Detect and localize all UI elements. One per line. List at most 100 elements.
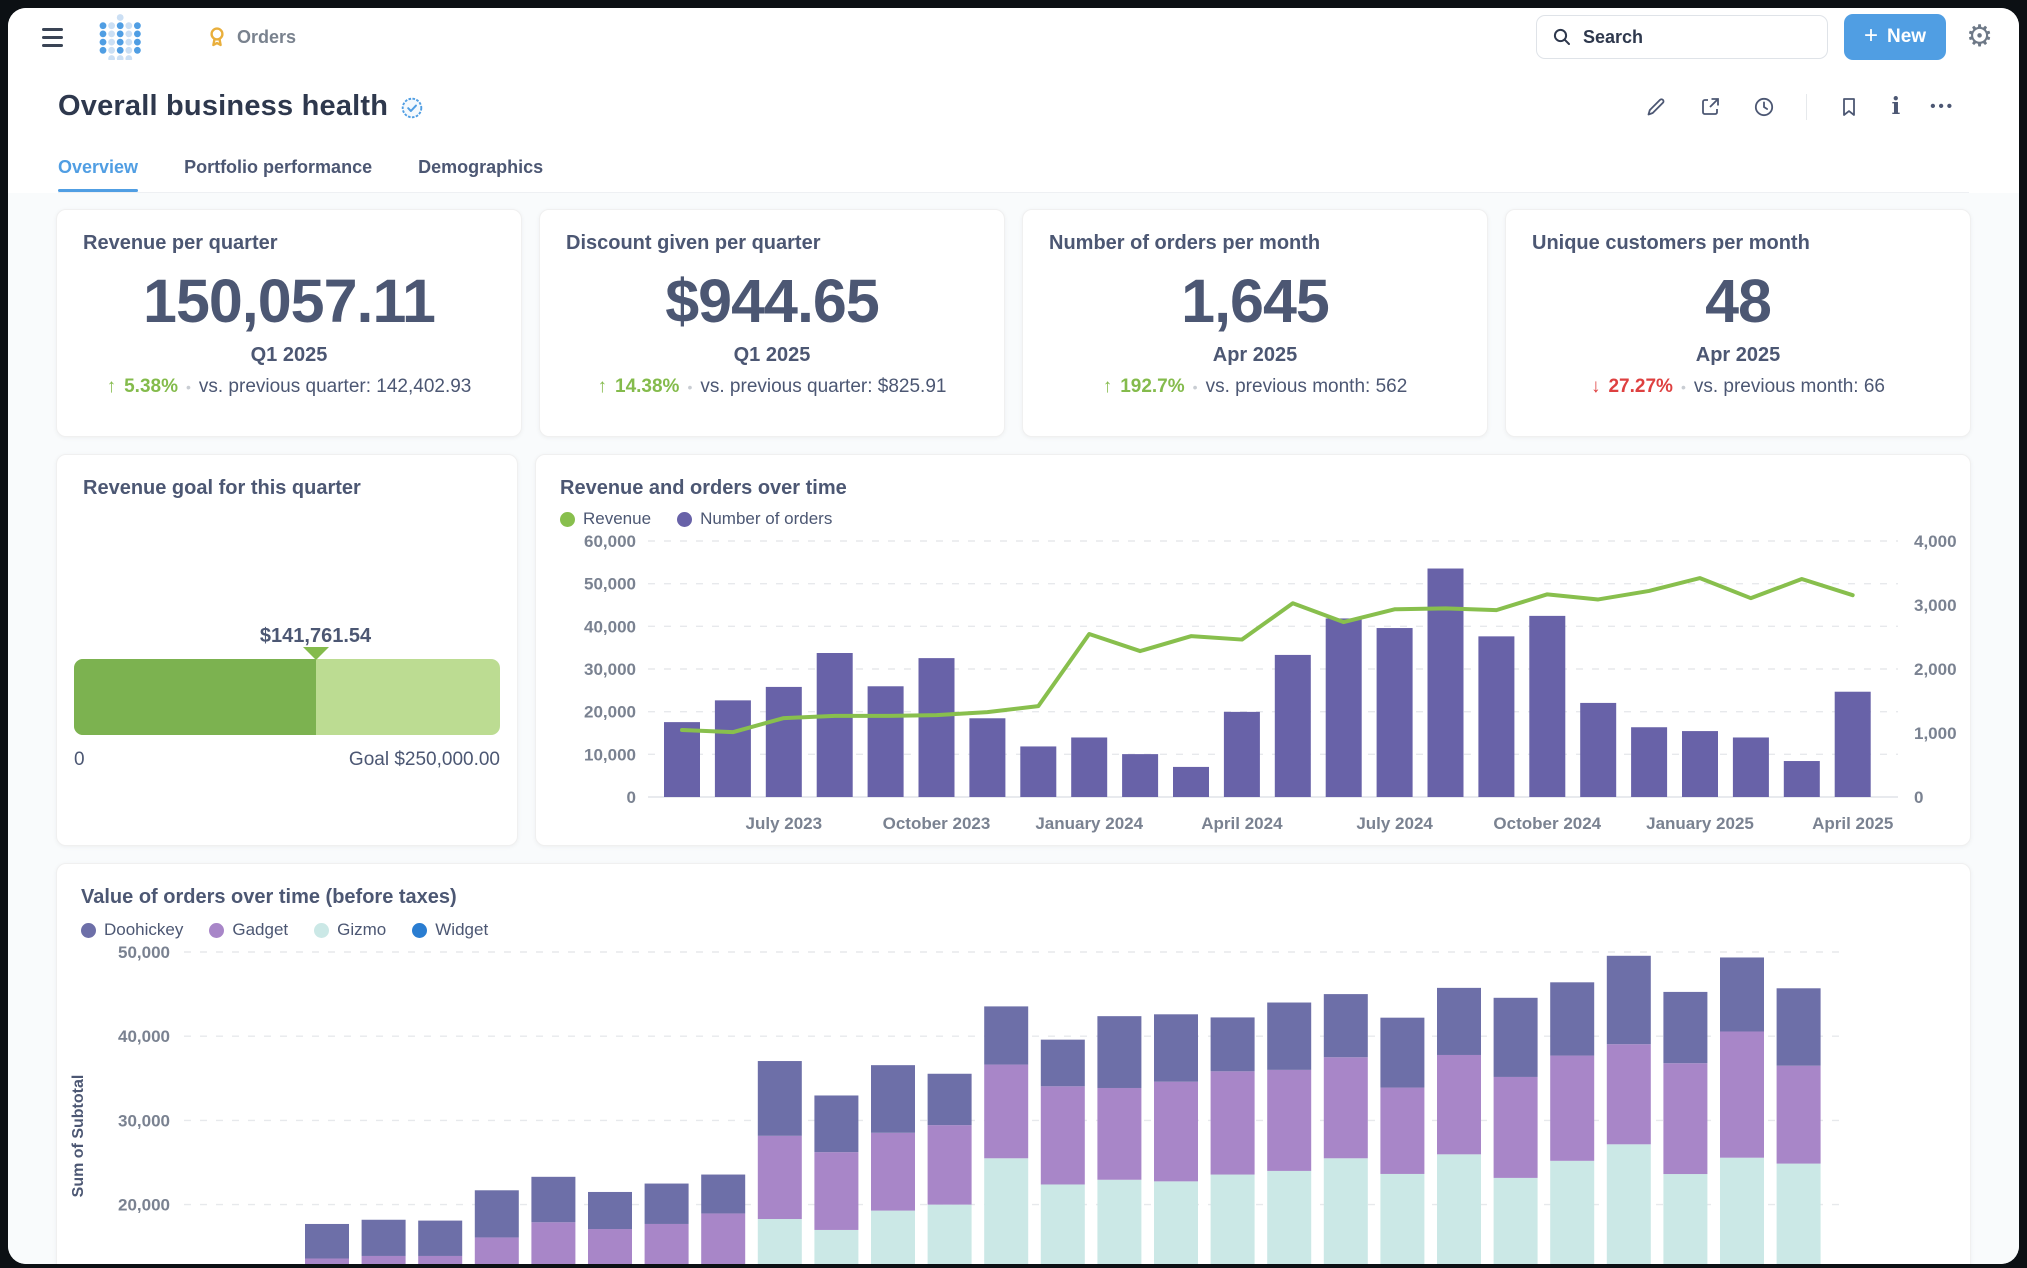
svg-text:60,000: 60,000: [584, 532, 636, 551]
legend-item-widget[interactable]: Widget: [412, 920, 488, 940]
kpi-value: $944.65: [665, 267, 880, 335]
svg-text:Sum of Subtotal: Sum of Subtotal: [70, 1075, 87, 1198]
svg-text:January 2024: January 2024: [1035, 814, 1143, 833]
dot-separator: •: [687, 379, 693, 395]
top-nav: Orders Search + New ⚙: [8, 8, 2019, 66]
series-legend-dot: [81, 922, 96, 938]
legend-item-revenue[interactable]: Revenue: [560, 509, 651, 529]
delta-percent: 192.7%: [1120, 376, 1185, 397]
share-icon[interactable]: [1698, 95, 1722, 119]
svg-text:October 2023: October 2023: [883, 814, 991, 833]
kpi-period: Q1 2025: [733, 344, 811, 366]
dot-separator: •: [185, 379, 191, 395]
kpi-title: Number of orders per month: [1049, 232, 1321, 254]
legend-item-number-of-orders[interactable]: Number of orders: [677, 509, 832, 529]
kpi-title: Revenue per quarter: [83, 232, 278, 254]
edit-pencil-icon[interactable]: [1644, 95, 1668, 119]
revenue-legend-dot: [560, 511, 575, 527]
delta-arrow-icon: ↑: [597, 376, 608, 397]
svg-text:30,000: 30,000: [118, 1111, 170, 1130]
verified-badge-icon: [401, 97, 423, 119]
new-button-label: New: [1887, 26, 1927, 47]
legend-label: Number of orders: [700, 509, 833, 528]
legend-label: Widget: [435, 920, 489, 939]
more-options-icon[interactable]: •••: [1930, 98, 1955, 115]
order-value-stacked-chart[interactable]: 20,000 30,000 40,000 50,000 Sum of Subtotal: [57, 936, 1971, 1264]
kpi-value: 150,057.11: [143, 267, 436, 335]
svg-text:0: 0: [627, 788, 636, 807]
goal-target-label: Goal $250,000.00: [348, 749, 500, 770]
goal-pointer-icon: [302, 647, 329, 660]
dot-separator: •: [1192, 379, 1198, 395]
metabase-logo[interactable]: [98, 14, 144, 60]
gear-icon[interactable]: ⚙: [1966, 20, 1993, 53]
dashboard-tabs: Overview Portfolio performance Demograph…: [58, 157, 1969, 193]
svg-text:2,000: 2,000: [1914, 660, 1957, 679]
legend-label: Gadget: [232, 920, 289, 939]
orders-legend-dot: [677, 511, 693, 527]
kpi-card-unique-customers-per-month[interactable]: Unique customers per month 48 Apr 2025 ↓…: [1505, 209, 1971, 437]
order-value-chart-card[interactable]: Value of orders over time (before taxes)…: [56, 863, 1971, 1264]
svg-text:April 2024: April 2024: [1201, 814, 1283, 833]
svg-text:July 2024: July 2024: [1356, 814, 1433, 833]
history-clock-icon[interactable]: [1752, 95, 1776, 119]
search-input[interactable]: Search: [1536, 15, 1828, 59]
goal-chart-title: Revenue goal for this quarter: [83, 477, 361, 499]
delta-arrow-icon: ↓: [1590, 376, 1601, 397]
kpi-period: Apr 2025: [1695, 344, 1781, 366]
bookmark-icon[interactable]: [1837, 95, 1861, 119]
hamburger-menu-icon[interactable]: [42, 20, 76, 54]
divider: [1806, 93, 1808, 120]
delta-percent: 5.38%: [124, 376, 178, 397]
delta-comparison: vs. previous month: 66: [1693, 376, 1885, 397]
goal-min-label: 0: [74, 749, 85, 770]
revenue-goal-card[interactable]: Revenue goal for this quarter $141,761.5…: [56, 454, 518, 846]
revenue-orders-combo-chart[interactable]: 0 10,000 20,000 30,000 40,000 50,000 60,000 0 1,…: [536, 531, 1971, 843]
legend-item-doohickey[interactable]: Doohickey: [81, 920, 183, 940]
legend-item-gizmo[interactable]: Gizmo: [314, 920, 386, 940]
delta-arrow-icon: ↑: [106, 376, 117, 397]
svg-text:January 2025: January 2025: [1646, 814, 1754, 833]
dot-separator: •: [1680, 379, 1686, 395]
kpi-value: 1,645: [1181, 267, 1330, 335]
breadcrumb[interactable]: Orders: [206, 25, 296, 49]
legend-label: Revenue: [583, 509, 652, 528]
kpi-title: Discount given per quarter: [566, 232, 821, 254]
kpi-card-discount-per-quarter[interactable]: Discount given per quarter $944.65 Q1 20…: [539, 209, 1005, 437]
series-legend-dot: [412, 922, 428, 938]
tab-portfolio-performance[interactable]: Portfolio performance: [184, 157, 373, 177]
kpi-period: Apr 2025: [1212, 344, 1298, 366]
revenue-orders-chart-card[interactable]: Revenue and orders over time Revenue Num…: [535, 454, 1971, 846]
kpi-card-revenue-per-quarter[interactable]: Revenue per quarter 150,057.11 Q1 2025 ↑…: [56, 209, 522, 437]
tab-demographics[interactable]: Demographics: [418, 157, 544, 177]
delta-arrow-icon: ↑: [1102, 376, 1113, 397]
app-window: Orders Search + New ⚙ Overall business h…: [8, 8, 2019, 1264]
legend-item-gadget[interactable]: Gadget: [209, 920, 288, 940]
kpi-period: Q1 2025: [250, 344, 328, 366]
series-legend-dot: [209, 922, 225, 938]
combo-legend: Revenue Number of orders: [560, 509, 832, 529]
stacked-legend: Doohickey Gadget Gizmo Widget: [81, 920, 488, 940]
delta-comparison: vs. previous quarter: 142,402.93: [198, 376, 472, 397]
plus-icon: +: [1864, 22, 1879, 49]
goal-progress-fill: [74, 659, 316, 735]
goal-progress-bar: [74, 659, 500, 735]
svg-text:10,000: 10,000: [584, 745, 636, 764]
delta-comparison: vs. previous quarter: $825.91: [700, 376, 947, 397]
info-icon[interactable]: i: [1891, 93, 1901, 120]
svg-text:0: 0: [1914, 788, 1923, 807]
kpi-title: Unique customers per month: [1532, 232, 1810, 254]
new-button[interactable]: + New: [1844, 14, 1947, 60]
svg-text:20,000: 20,000: [118, 1196, 170, 1215]
svg-text:50,000: 50,000: [118, 943, 170, 962]
svg-text:July 2023: July 2023: [746, 814, 823, 833]
search-icon: [1553, 28, 1570, 45]
tab-overview[interactable]: Overview: [58, 157, 139, 192]
svg-text:April 2025: April 2025: [1812, 814, 1893, 833]
svg-text:1,000: 1,000: [1914, 724, 1957, 743]
combo-chart-title: Revenue and orders over time: [560, 477, 847, 499]
svg-text:40,000: 40,000: [118, 1027, 170, 1046]
kpi-card-orders-per-month[interactable]: Number of orders per month 1,645 Apr 202…: [1022, 209, 1488, 437]
delta-percent: 14.38%: [615, 376, 680, 397]
goal-current-value-label: $141,761.54: [259, 625, 372, 647]
